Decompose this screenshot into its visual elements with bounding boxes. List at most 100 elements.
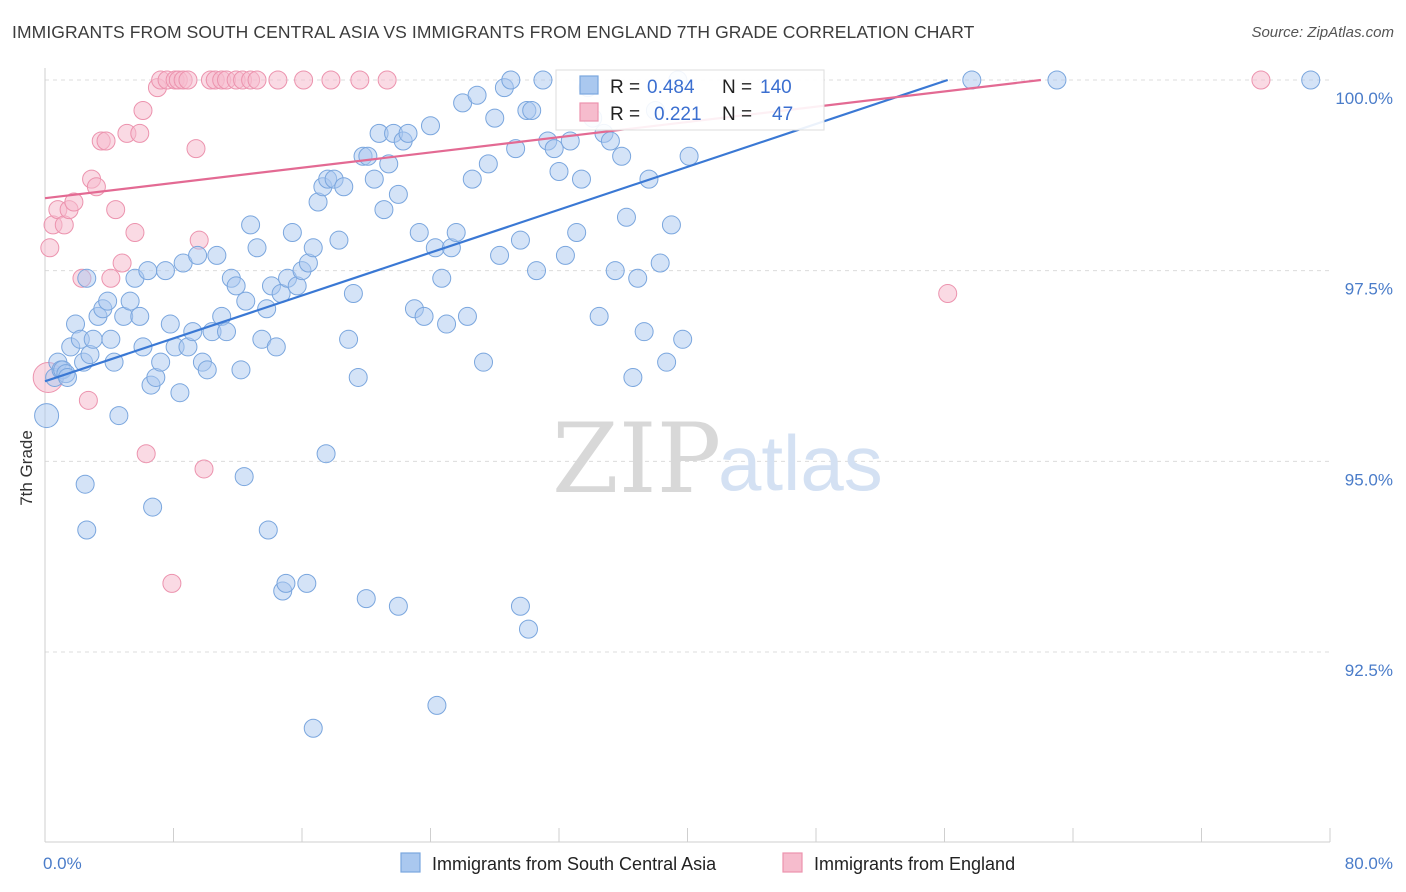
south-central-asia-point-144 xyxy=(303,718,323,738)
south-central-asia-point-48 xyxy=(247,238,267,258)
south-central-asia-point-115 xyxy=(600,131,620,151)
south-central-asia-point-76 xyxy=(388,184,408,204)
south-central-asia-point-142 xyxy=(518,619,538,639)
south-central-asia-point-25 xyxy=(138,261,158,281)
south-central-asia-point-143 xyxy=(427,695,447,715)
england-point-40 xyxy=(268,70,288,90)
south-central-asia-point-65 xyxy=(334,177,354,197)
south-central-asia-point-97 xyxy=(501,70,521,90)
south-central-asia-point-113 xyxy=(589,306,609,326)
england-point-12 xyxy=(96,131,116,151)
axes xyxy=(44,68,1331,843)
legend-pink-n-label: N = xyxy=(722,104,752,125)
south-central-asia-point-11 xyxy=(77,268,97,288)
south-central-asia-point-80 xyxy=(409,223,429,243)
south-central-asia-point-78 xyxy=(398,123,418,143)
south-central-asia-point-59 xyxy=(303,238,323,258)
y-tick-labels: 100.0% 97.5% 95.0% 92.5% xyxy=(1335,89,1393,680)
south-central-asia-point-44 xyxy=(226,276,246,296)
england-point-14 xyxy=(106,200,126,220)
south-central-asia-point-13 xyxy=(83,329,103,349)
south-central-asia-point-45 xyxy=(231,360,251,380)
south-central-asia-point-84 xyxy=(432,268,452,288)
south-central-asia-point-107 xyxy=(555,245,575,265)
legend: R = 0.484 N = 140 R = 0.221 N = 47 xyxy=(555,69,825,131)
england-point-39 xyxy=(247,70,267,90)
bottom-legend-blue-label: Immigrants from South Central Asia xyxy=(432,854,717,874)
england-point-1 xyxy=(40,238,60,258)
south-central-asia-point-95 xyxy=(490,245,510,265)
south-central-asia-point-82 xyxy=(421,116,440,136)
south-central-asia-point-120 xyxy=(628,268,648,288)
england-point-13 xyxy=(101,268,121,288)
south-central-asia-point-101 xyxy=(522,101,542,121)
south-central-asia-point-0 xyxy=(34,403,60,429)
x-tick-label-0: 0.0% xyxy=(43,854,82,873)
south-central-asia-point-93 xyxy=(478,154,498,174)
south-central-asia-point-67 xyxy=(343,284,363,304)
south-central-asia-point-133 xyxy=(234,467,254,487)
england-point-42 xyxy=(321,70,341,90)
south-central-asia-point-136 xyxy=(276,573,296,593)
south-central-asia-point-74 xyxy=(379,154,399,174)
south-central-asia-point-147 xyxy=(1301,70,1321,90)
south-central-asia-point-90 xyxy=(462,169,482,189)
south-central-asia-point-47 xyxy=(241,215,261,235)
bottom-legend-swatch-blue xyxy=(400,852,421,873)
south-central-asia-point-70 xyxy=(358,146,378,166)
south-central-asia-point-121 xyxy=(634,322,654,342)
england-point-15 xyxy=(112,253,132,273)
legend-swatch-pink xyxy=(579,102,599,122)
england-point-8 xyxy=(78,390,98,410)
south-central-asia-point-29 xyxy=(155,261,175,281)
england-point-43 xyxy=(350,70,370,90)
england-point-45 xyxy=(938,284,958,304)
england-point-20 xyxy=(136,444,156,464)
south-central-asia-point-103 xyxy=(533,70,553,90)
south-central-asia-point-119 xyxy=(623,367,643,387)
south-central-asia-point-140 xyxy=(388,596,408,616)
south-central-asia-point-106 xyxy=(549,162,569,182)
y-axis-title: 7th Grade xyxy=(17,430,36,506)
south-central-asia-point-134 xyxy=(258,520,278,540)
watermark-atlas: atlas xyxy=(718,419,883,507)
south-central-asia-point-23 xyxy=(130,306,150,326)
south-central-asia-point-68 xyxy=(348,367,368,387)
south-central-asia-point-139 xyxy=(356,589,376,609)
south-central-asia-point-89 xyxy=(457,306,477,326)
south-central-asia-point-92 xyxy=(474,352,494,372)
south-central-asia-point-146 xyxy=(1047,70,1067,90)
bottom-legend: Immigrants from South Central Asia Immig… xyxy=(400,852,1015,874)
south-central-asia-point-46 xyxy=(236,291,256,311)
south-central-asia-point-71 xyxy=(364,169,384,189)
south-central-asia-point-105 xyxy=(544,139,564,159)
chart-source: Source: ZipAtlas.com xyxy=(1251,24,1394,41)
trend-line-england xyxy=(44,78,1042,200)
england-point-44 xyxy=(377,70,397,90)
y-tick-label-2: 95.0% xyxy=(1345,470,1393,489)
south-central-asia-point-98 xyxy=(506,139,526,159)
legend-swatch-blue xyxy=(579,75,599,95)
south-central-asia-point-129 xyxy=(679,146,699,166)
south-central-asia-point-17 xyxy=(101,329,121,349)
south-central-asia-point-28 xyxy=(151,352,171,372)
south-central-asia-point-52 xyxy=(266,337,286,357)
england-point-46 xyxy=(1251,70,1271,90)
south-central-asia-point-36 xyxy=(188,245,208,265)
south-central-asia-point-109 xyxy=(567,223,587,243)
england-point-41 xyxy=(294,70,314,90)
south-central-asia-point-66 xyxy=(339,329,359,349)
south-central-asia-point-55 xyxy=(282,223,302,243)
south-central-asia-point-126 xyxy=(661,215,681,235)
legend-pink-n-value: 47 xyxy=(772,104,793,125)
south-central-asia-point-64 xyxy=(329,230,349,250)
south-central-asia-point-117 xyxy=(612,146,632,166)
south-central-asia-point-102 xyxy=(527,261,547,281)
south-central-asia-point-130 xyxy=(75,474,95,494)
south-central-asia-point-110 xyxy=(571,169,591,189)
legend-box xyxy=(555,69,825,131)
watermark-zip: ZIP xyxy=(552,403,721,515)
south-central-asia-point-38 xyxy=(197,360,217,380)
england-point-19 xyxy=(133,101,153,121)
south-central-asia-point-91 xyxy=(467,85,487,105)
